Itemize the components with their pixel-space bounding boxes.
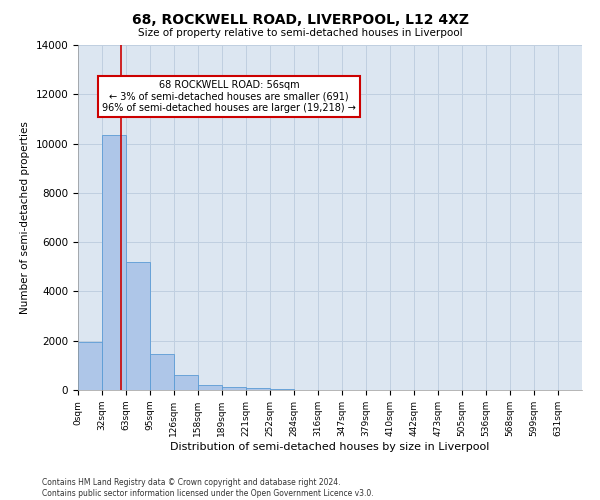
Text: 68 ROCKWELL ROAD: 56sqm
← 3% of semi-detached houses are smaller (691)
96% of se: 68 ROCKWELL ROAD: 56sqm ← 3% of semi-det… bbox=[102, 80, 356, 112]
Bar bbox=[174, 375, 198, 390]
Y-axis label: Number of semi-detached properties: Number of semi-detached properties bbox=[20, 121, 30, 314]
X-axis label: Distribution of semi-detached houses by size in Liverpool: Distribution of semi-detached houses by … bbox=[170, 442, 490, 452]
Bar bbox=[246, 388, 270, 390]
Bar bbox=[222, 387, 246, 390]
Text: Size of property relative to semi-detached houses in Liverpool: Size of property relative to semi-detach… bbox=[137, 28, 463, 38]
Bar bbox=[270, 388, 294, 390]
Bar bbox=[78, 342, 102, 390]
Bar bbox=[198, 384, 222, 390]
Bar bbox=[126, 262, 150, 390]
Bar bbox=[150, 354, 174, 390]
Text: 68, ROCKWELL ROAD, LIVERPOOL, L12 4XZ: 68, ROCKWELL ROAD, LIVERPOOL, L12 4XZ bbox=[131, 12, 469, 26]
Text: Contains HM Land Registry data © Crown copyright and database right 2024.
Contai: Contains HM Land Registry data © Crown c… bbox=[42, 478, 374, 498]
Bar bbox=[102, 135, 126, 390]
